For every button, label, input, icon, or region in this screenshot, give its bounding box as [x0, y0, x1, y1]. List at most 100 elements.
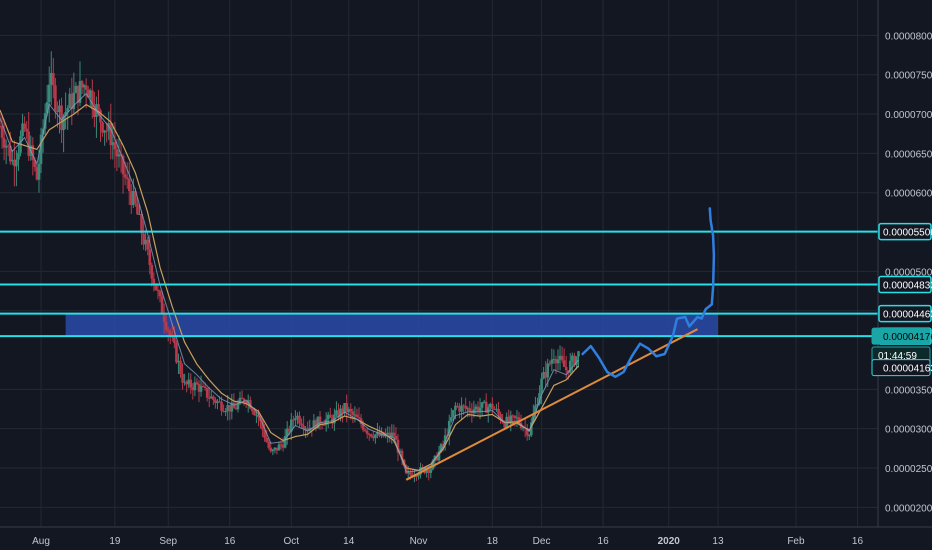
- candle-body: [562, 360, 566, 367]
- candle-body: [538, 392, 541, 405]
- candle-body: [388, 432, 392, 437]
- candle-body: [220, 401, 223, 411]
- candle-body: [230, 402, 234, 412]
- candle-body: [183, 381, 186, 383]
- zone-layer: [65, 313, 718, 337]
- candle-body: [452, 410, 455, 418]
- candle-body: [86, 89, 90, 98]
- candle-body: [62, 115, 65, 131]
- candle-body: [13, 159, 16, 167]
- candle-body: [353, 414, 357, 416]
- candle-body: [466, 408, 470, 410]
- candle-body: [56, 110, 59, 113]
- level-price-text: 0.00005506: [883, 228, 932, 239]
- candle-body: [491, 403, 494, 410]
- candle-body: [17, 152, 20, 160]
- candle-body: [370, 434, 373, 437]
- candle-body: [398, 450, 402, 453]
- candle-body: [454, 405, 457, 411]
- candle-body: [144, 239, 147, 245]
- candle-body: [365, 430, 369, 434]
- candle-body: [577, 351, 580, 357]
- candle-body: [507, 416, 511, 422]
- candle-body: [316, 416, 320, 429]
- candle-body: [363, 429, 367, 431]
- candle-body: [279, 444, 283, 446]
- time-tick-label: 19: [109, 536, 121, 547]
- candle-body: [261, 421, 264, 430]
- candle-body: [175, 343, 178, 363]
- candle-body: [52, 72, 55, 86]
- candle-body: [72, 92, 76, 110]
- candle-body: [439, 444, 443, 452]
- candle-body: [404, 465, 408, 474]
- candle-body: [425, 469, 428, 473]
- candle-body: [0, 126, 4, 138]
- candle-body: [185, 381, 188, 385]
- candle-body: [199, 385, 203, 392]
- candle-body: [23, 123, 26, 129]
- candle-body: [49, 72, 53, 85]
- current-price-text: 0.00004176: [883, 332, 932, 343]
- candle-body: [544, 371, 547, 378]
- candle-body: [158, 290, 162, 297]
- candle-body: [546, 363, 550, 378]
- candle-body: [257, 414, 260, 418]
- candle-body: [556, 359, 560, 364]
- time-tick-label: Sep: [159, 536, 177, 547]
- candle-body: [109, 122, 113, 146]
- candle-body: [421, 467, 424, 469]
- candle-body: [103, 130, 106, 133]
- candle-body: [517, 417, 521, 424]
- candle-body: [339, 408, 342, 418]
- level-price-tag: [878, 222, 932, 241]
- candle-body: [195, 382, 199, 385]
- candle-body: [289, 419, 293, 432]
- candle-body: [294, 418, 297, 421]
- candle-body: [351, 411, 355, 415]
- candle-body: [234, 408, 238, 410]
- candle-body: [216, 401, 219, 404]
- candle-body: [312, 420, 316, 430]
- candle-body: [285, 428, 289, 437]
- candle-body: [511, 415, 515, 417]
- candle-body: [8, 145, 12, 162]
- candle-body: [367, 433, 371, 435]
- candle-body: [25, 128, 28, 132]
- candle-body: [150, 264, 154, 279]
- candle-body: [530, 422, 533, 436]
- candle-body: [54, 85, 57, 111]
- candle-body: [173, 336, 176, 344]
- candle-body: [15, 159, 18, 167]
- candle-body: [273, 447, 277, 450]
- candle-body: [427, 469, 431, 473]
- candle-body: [37, 163, 41, 180]
- candle-body: [540, 378, 543, 393]
- candle-body: [536, 404, 539, 406]
- candle-body: [447, 420, 451, 437]
- candle-body: [394, 436, 398, 440]
- candle-body: [267, 441, 271, 448]
- candle-body: [558, 355, 562, 360]
- candle-body: [138, 213, 141, 215]
- candle-body: [136, 203, 139, 215]
- level-price-tag: [878, 275, 932, 294]
- candle-body: [390, 432, 394, 437]
- horizontal-lines-layer: [0, 230, 878, 338]
- candle-body: [11, 159, 14, 162]
- candle-body: [78, 81, 82, 103]
- candle-body: [450, 417, 453, 421]
- candle-body: [0, 125, 2, 127]
- candle-body: [146, 239, 150, 250]
- candle-body: [300, 423, 303, 426]
- candle-body: [166, 329, 170, 332]
- candle-body: [281, 444, 285, 448]
- candle-body: [515, 417, 519, 419]
- grid-layer: [0, 0, 878, 527]
